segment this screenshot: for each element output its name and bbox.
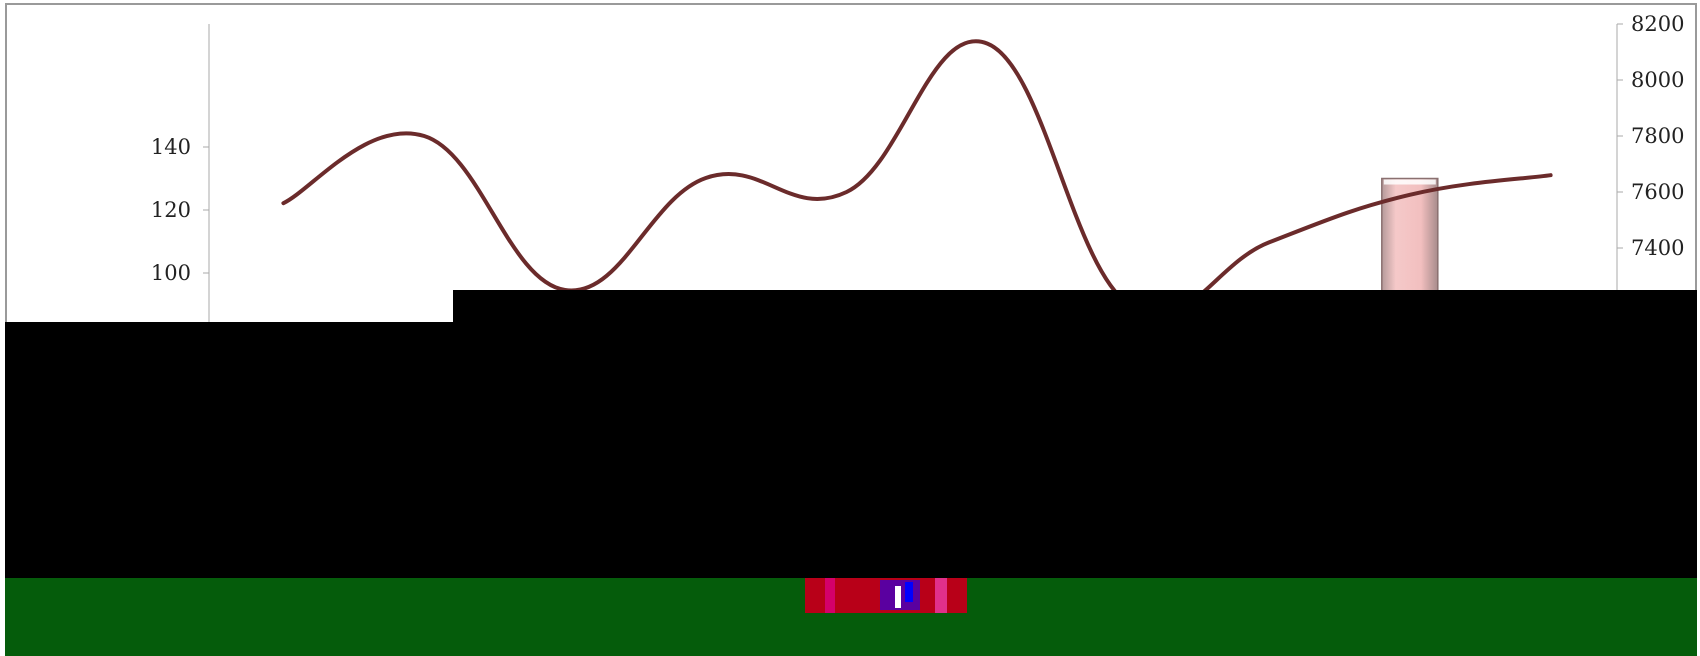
line-layer xyxy=(281,39,1553,317)
glitch-artifact xyxy=(805,578,967,613)
left-tick-label: 120 xyxy=(151,198,191,222)
left-tick-label: 140 xyxy=(151,135,191,159)
occluder-right xyxy=(453,290,1697,612)
series-line xyxy=(281,39,1553,317)
right-tick-label: 8000 xyxy=(1631,68,1684,92)
right-tick-label: 7400 xyxy=(1631,236,1684,260)
bar-highlight xyxy=(1383,179,1436,185)
left-tick-label: 100 xyxy=(151,261,191,285)
occluder-left xyxy=(5,322,455,612)
right-tick-label: 8200 xyxy=(1631,12,1684,36)
green-band-right xyxy=(967,578,1697,612)
right-tick-label: 7800 xyxy=(1631,124,1684,148)
right-tick-label: 7600 xyxy=(1631,180,1684,204)
